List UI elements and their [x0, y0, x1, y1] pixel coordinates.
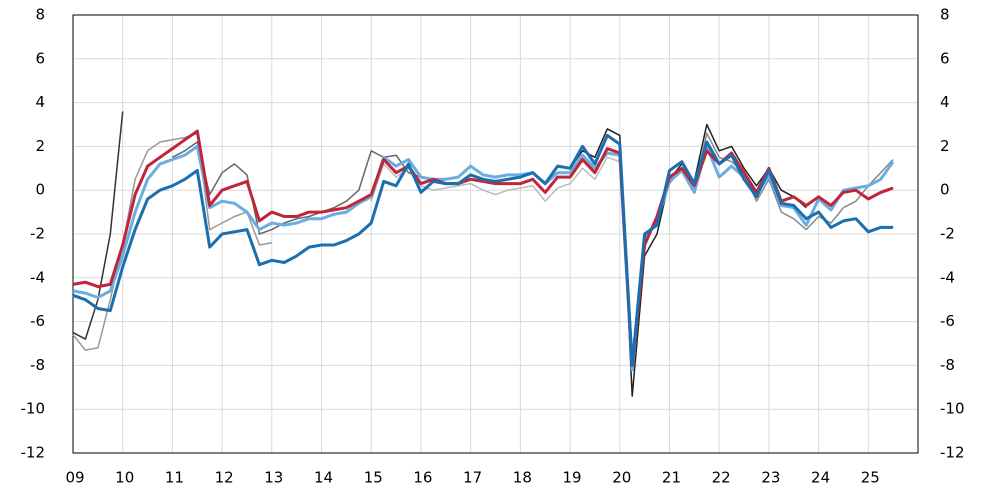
y2-tick-label: -4	[940, 268, 955, 286]
y-tick-label: 2	[35, 137, 45, 155]
y-tick-label: 8	[35, 6, 45, 24]
x-tick-label: 11	[165, 469, 184, 487]
x-tick-label: 23	[761, 469, 780, 487]
y-tick-label: -8	[30, 356, 45, 374]
x-tick-label: 10	[115, 469, 134, 487]
y-tick-label: 0	[35, 181, 45, 199]
x-tick-label: 12	[215, 469, 234, 487]
x-tick-label: 18	[513, 469, 532, 487]
x-tick-label: 17	[463, 469, 482, 487]
y2-tick-label: -6	[940, 312, 955, 330]
y2-tick-label: 0	[940, 181, 950, 199]
y2-tick-label: 4	[940, 93, 950, 111]
y-tick-label: 4	[35, 93, 45, 111]
y2-tick-label: 2	[940, 137, 950, 155]
series-line	[72, 132, 272, 351]
y-tick-label: -2	[30, 225, 45, 243]
series-line	[72, 111, 124, 340]
x-tick-label: 24	[811, 469, 830, 487]
y-tick-label: -4	[30, 268, 45, 286]
plot-frame	[72, 14, 919, 454]
x-tick-label: 14	[314, 469, 333, 487]
x-tick-label: 09	[65, 469, 84, 487]
y2-tick-label: 6	[940, 49, 950, 67]
y-tick-label: -12	[21, 444, 46, 462]
x-tick-label: 22	[712, 469, 731, 487]
x-tick-label: 13	[264, 469, 283, 487]
y2-tick-label: -2	[940, 225, 955, 243]
series-line	[569, 123, 807, 397]
x-tick-label: 19	[563, 469, 582, 487]
x-tick-label: 21	[662, 469, 681, 487]
series-line	[72, 129, 894, 367]
y-tick-label: -10	[21, 400, 46, 418]
y2-tick-label: 8	[940, 6, 950, 24]
series-line	[172, 141, 422, 235]
x-tick-label: 20	[612, 469, 631, 487]
series-line	[668, 132, 894, 231]
y2-tick-label: -12	[940, 444, 965, 462]
y-tick-label: -6	[30, 312, 45, 330]
y-tick-label: 6	[35, 49, 45, 67]
x-tick-label: 16	[413, 469, 432, 487]
y2-tick-label: -10	[940, 400, 965, 418]
x-tick-label: 15	[364, 469, 383, 487]
y2-tick-label: -8	[940, 356, 955, 374]
x-tick-label: 25	[861, 469, 880, 487]
series-line	[72, 133, 894, 367]
